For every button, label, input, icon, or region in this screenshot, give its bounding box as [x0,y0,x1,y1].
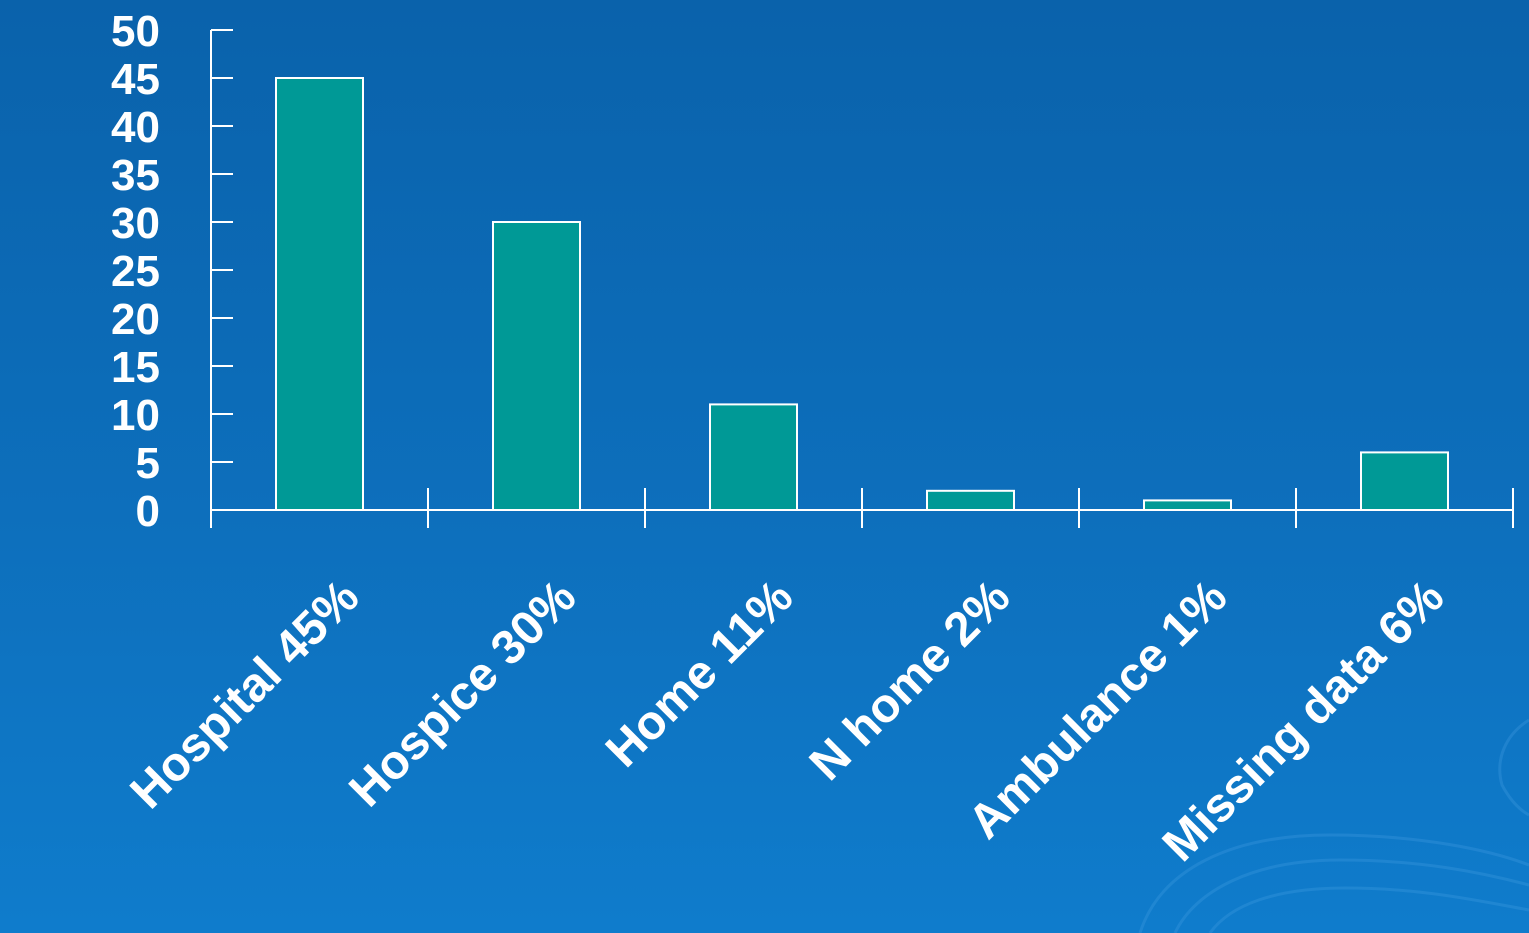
y-tick-label: 30 [111,199,160,248]
x-category-labels: Hospital 45%Hospice 30% Home 11%N home 2%… [121,570,1455,872]
y-tick-label: 25 [111,247,160,296]
bar-missing-data-6 [1360,451,1449,511]
x-category-label: Hospice 30% [339,570,586,817]
x-category-label: Hospital 45% [121,570,370,819]
y-tick-label: 10 [111,391,160,440]
y-tick-label: 15 [111,343,160,392]
y-tick-label: 0 [136,487,160,536]
bar-n-home-2 [926,489,1015,511]
y-tick-label: 20 [111,295,160,344]
axes [210,29,1514,528]
bars [275,77,1449,511]
y-tick-label: 50 [111,7,160,56]
bar-hospice-30 [492,221,581,511]
y-tick-label: 45 [111,55,160,104]
decorative-swirl [1138,718,1529,933]
y-tick-label: 40 [111,103,160,152]
y-tick-label: 35 [111,151,160,200]
x-category-label: Home 11% [596,570,803,777]
bar-hospital-45 [275,77,364,511]
bar-home-11 [709,403,798,511]
bar-ambulance-1 [1143,499,1232,511]
x-category-label: N home 2% [800,570,1020,790]
y-tick-label: 5 [136,439,160,488]
